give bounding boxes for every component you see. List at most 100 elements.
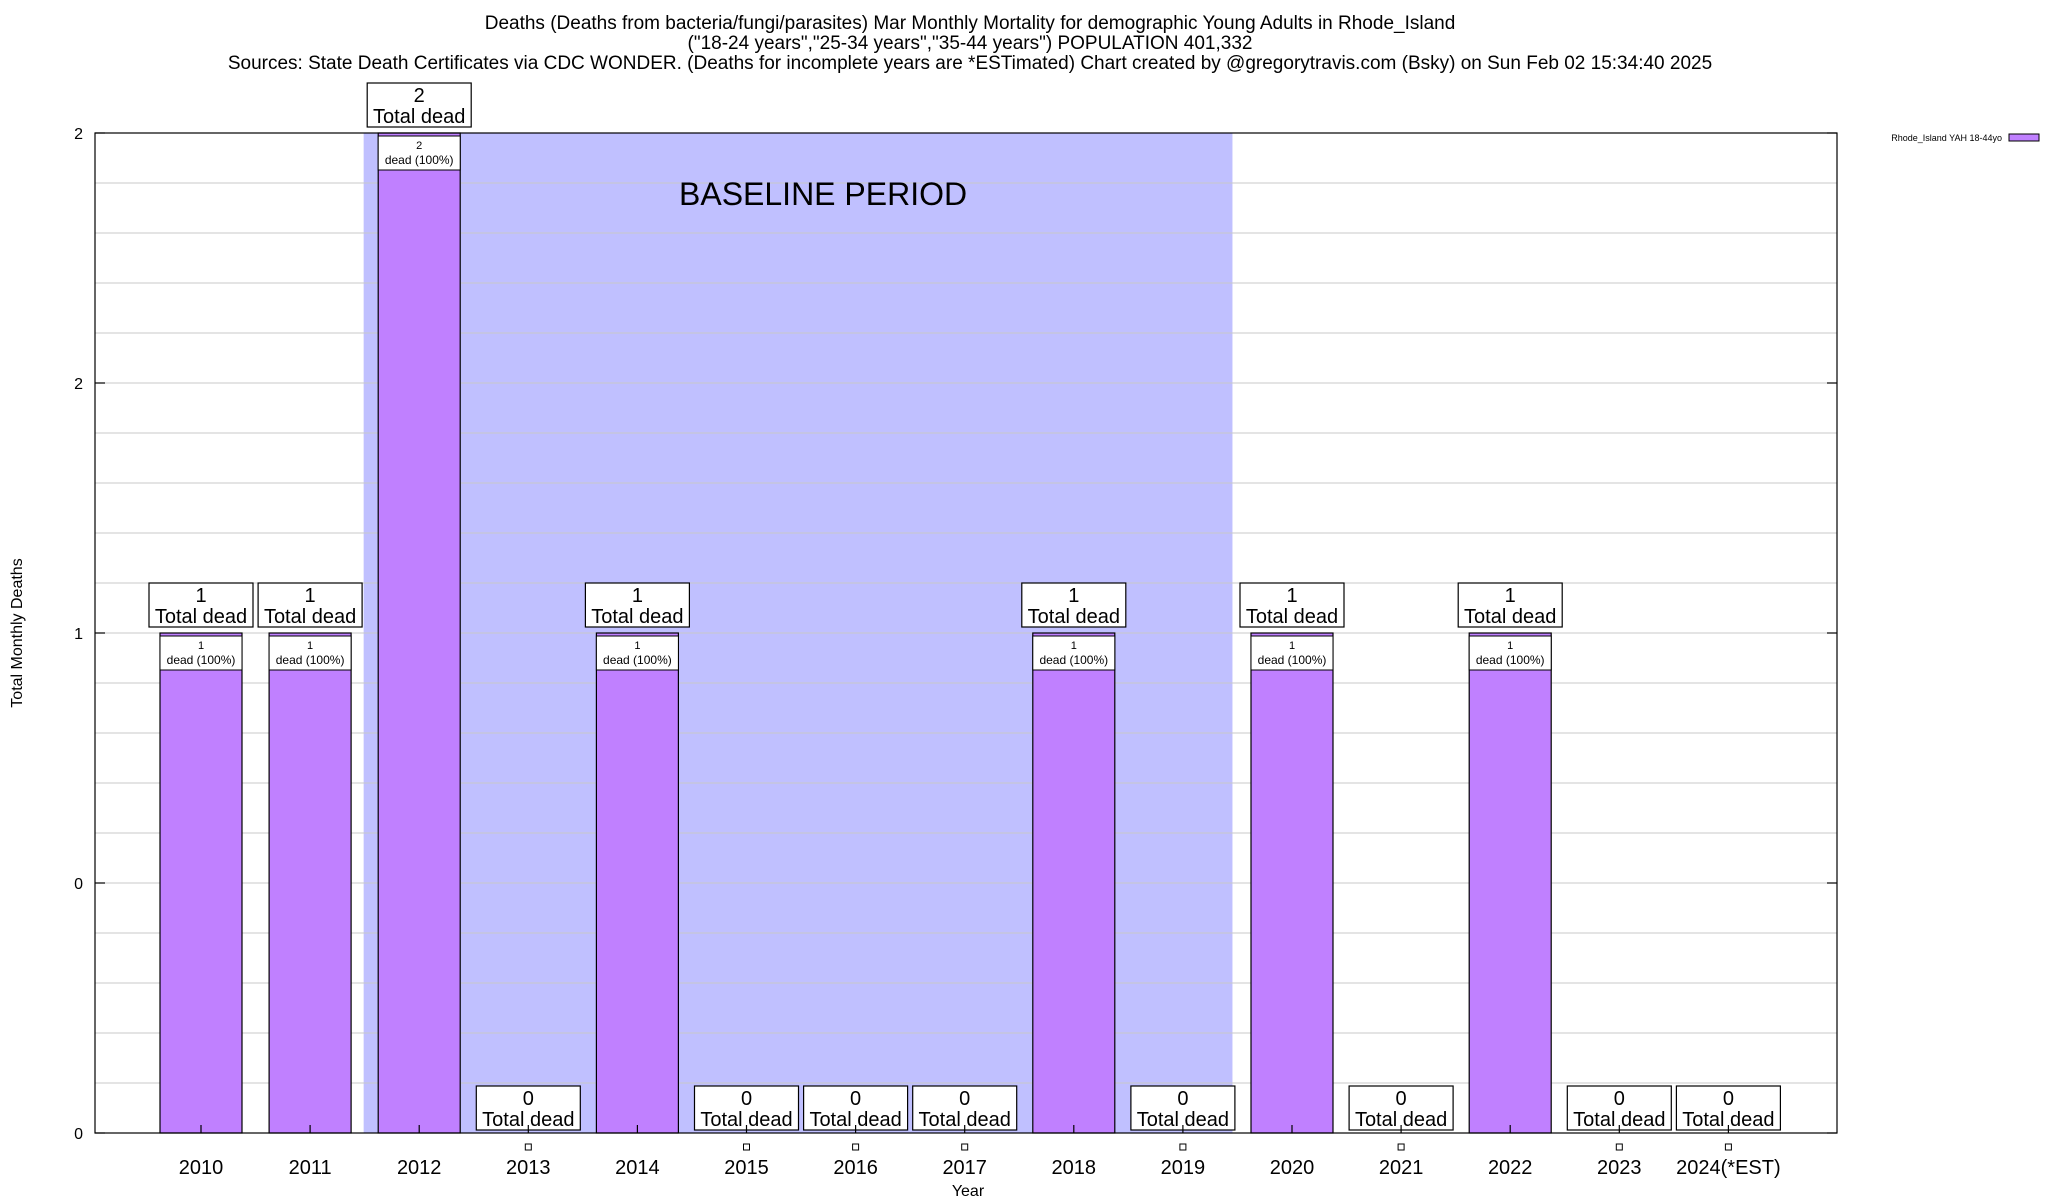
x-tick-label: 2015 xyxy=(724,1157,769,1179)
total-label-value: 1 xyxy=(1068,585,1079,607)
zero-marker xyxy=(1724,1143,1732,1151)
total-label-text: Total dead xyxy=(919,1109,1011,1131)
x-tick-label: 2024(*EST) xyxy=(1676,1157,1781,1179)
x-tick-label: 2021 xyxy=(1379,1157,1424,1179)
x-tick-label: 2016 xyxy=(833,1157,878,1179)
x-tick-label: 2018 xyxy=(1052,1157,1097,1179)
total-label-text: Total dead xyxy=(373,106,465,128)
bar-2010 xyxy=(159,632,243,1134)
zero-marker xyxy=(743,1143,750,1151)
total-label-box xyxy=(1021,582,1127,628)
bar-2011 xyxy=(268,632,352,1134)
y-tick-label: 0 xyxy=(74,876,83,893)
total-label-text: Total dead xyxy=(1137,1109,1229,1131)
total-label-box xyxy=(1239,582,1345,628)
segment-label-box xyxy=(159,635,243,671)
zero-marker xyxy=(961,1143,969,1151)
total-label-box xyxy=(912,1085,1018,1131)
segment-label-text: dead (100%) xyxy=(276,653,345,667)
segment-label-value: 1 xyxy=(1507,640,1513,652)
zero-marker xyxy=(852,1143,860,1151)
total-label-value: 0 xyxy=(1177,1088,1188,1110)
legend-label: Rhode_Island YAH 18-44yo xyxy=(1891,133,2002,143)
total-label-text: Total dead xyxy=(700,1109,792,1131)
x-tick-label: 2013 xyxy=(506,1157,551,1179)
bar-2012 xyxy=(377,132,461,1134)
bar-2020 xyxy=(1250,632,1334,1134)
total-label-value: 0 xyxy=(523,1088,534,1110)
y-tick-label: 1 xyxy=(74,626,83,643)
segment-label-text: dead (100%) xyxy=(1039,653,1108,667)
total-label-value: 0 xyxy=(741,1088,752,1110)
total-label-value: 1 xyxy=(1286,585,1297,607)
total-label-value: 1 xyxy=(632,585,643,607)
total-label-box xyxy=(475,1085,581,1131)
total-label-text: Total dead xyxy=(264,606,356,628)
legend-swatch xyxy=(2008,133,2040,142)
y-tick-label: 2 xyxy=(74,376,83,393)
x-tick-label: 2010 xyxy=(179,1157,224,1179)
bar-2018 xyxy=(1032,632,1116,1134)
y-axis-title: Total Monthly Deaths xyxy=(9,558,26,707)
x-tick-label: 2019 xyxy=(1161,1157,1206,1179)
total-label-text: Total dead xyxy=(1246,606,1338,628)
x-tick-label: 2012 xyxy=(397,1157,442,1179)
x-tick-label: 2023 xyxy=(1597,1157,1642,1179)
total-label-text: Total dead xyxy=(1355,1109,1447,1131)
total-label-value: 2 xyxy=(414,85,425,107)
chart-title: Deaths (Deaths from bacteria/fungi/paras… xyxy=(484,13,1456,34)
x-tick-label: 2022 xyxy=(1488,1157,1533,1179)
x-tick-label: 2014 xyxy=(615,1157,660,1179)
segment-label-value: 1 xyxy=(1289,640,1295,652)
total-label-value: 0 xyxy=(1723,1088,1734,1110)
total-label-value: 1 xyxy=(1505,585,1516,607)
total-label-text: Total dead xyxy=(591,606,683,628)
total-label-box xyxy=(693,1085,800,1131)
legend: Rhode_Island YAH 18-44yo xyxy=(1891,133,2040,143)
total-label-box xyxy=(1130,1085,1236,1131)
segment-label-box xyxy=(595,635,679,671)
segment-label-text: dead (100%) xyxy=(385,153,454,167)
total-label-text: Total dead xyxy=(1028,606,1120,628)
total-label-box xyxy=(1348,1085,1454,1131)
segment-label-box xyxy=(1032,635,1116,671)
y-tick-label: 2 xyxy=(74,126,83,143)
chart-subtitle: ("18-24 years","25-34 years","35-44 year… xyxy=(687,33,1253,54)
total-label-box xyxy=(1457,582,1563,628)
segment-label-text: dead (100%) xyxy=(1476,653,1545,667)
chart-source-line: Sources: State Death Certificates via CD… xyxy=(227,53,1713,74)
total-label-box xyxy=(257,582,363,628)
total-label-value: 1 xyxy=(195,585,206,607)
segment-label-box xyxy=(1250,635,1334,671)
x-tick-label: 2011 xyxy=(289,1157,332,1179)
segment-label-value: 2 xyxy=(416,140,422,152)
segment-label-value: 1 xyxy=(634,640,640,652)
segment-label-value: 1 xyxy=(307,640,313,652)
segment-label-text: dead (100%) xyxy=(603,653,672,667)
total-label-value: 0 xyxy=(850,1088,861,1110)
zero-marker xyxy=(1615,1143,1623,1151)
baseline-period-label: BASELINE PERIOD xyxy=(679,176,967,212)
segment-label-value: 1 xyxy=(198,640,204,652)
segment-label-box xyxy=(268,635,352,671)
y-tick-label: 0 xyxy=(74,1126,83,1143)
x-axis-title: Year xyxy=(952,1183,985,1200)
x-tick-label: 2020 xyxy=(1270,1157,1315,1179)
total-label-value: 0 xyxy=(1396,1088,1407,1110)
total-label-text: Total dead xyxy=(1464,606,1556,628)
bar-2022 xyxy=(1468,632,1552,1134)
segment-label-box xyxy=(377,135,461,171)
total-label-value: 1 xyxy=(305,585,316,607)
total-label-text: Total dead xyxy=(1682,1109,1774,1131)
zero-marker xyxy=(1397,1143,1405,1151)
segment-label-value: 1 xyxy=(1071,640,1077,652)
x-tick-label: 2017 xyxy=(942,1157,987,1179)
zero-marker xyxy=(524,1143,532,1151)
total-label-text: Total dead xyxy=(155,606,247,628)
total-label-box xyxy=(584,582,691,628)
total-label-box xyxy=(366,82,472,128)
total-label-box xyxy=(148,582,254,628)
zero-marker xyxy=(1179,1143,1187,1151)
segment-label-text: dead (100%) xyxy=(167,653,236,667)
